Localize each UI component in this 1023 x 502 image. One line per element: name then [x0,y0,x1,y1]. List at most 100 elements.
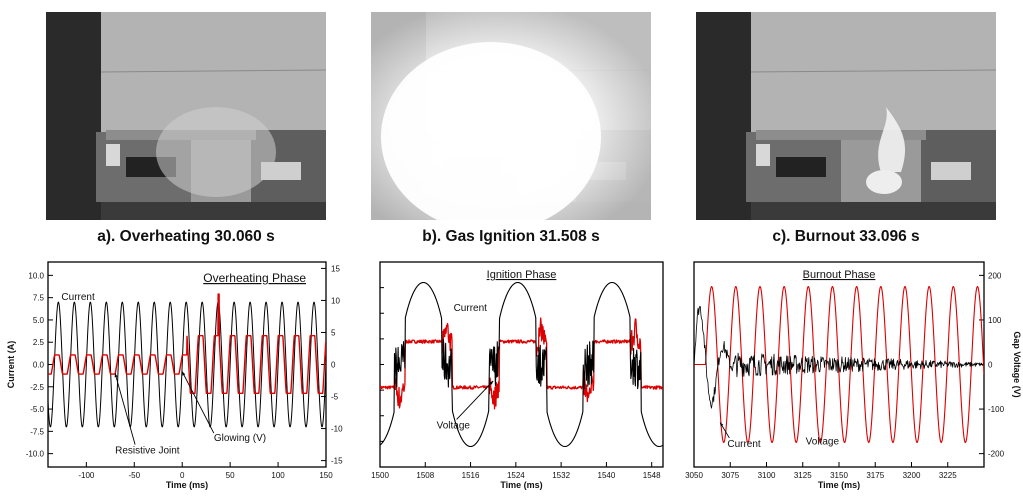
y2-tick-label: -100 [988,405,1005,414]
y-tick-label: -10.0 [26,450,45,459]
y-axis-label: Current (A) [6,341,16,389]
caption-overheating: a). Overheating 30.060 s [97,228,275,245]
x-axis-label: Time (ms) [500,480,542,490]
chart-burnout: 3050 3075 3100 3125 3150 3175 3200 3225 Time (ms… [672,252,1023,502]
annotation-arrowhead [720,422,724,427]
y2-tick-label: 0 [988,361,993,370]
x-tick-label: 1532 [552,471,570,480]
annotation-current: Current [727,439,761,450]
x-tick-label: 3225 [939,471,957,480]
annotation-arrow [181,371,215,434]
chart-overheating: -10.0 -7.5 -5.0 -2.5 0.0 2.5 5.0 7.5 10.0 -15 -10 -… [0,252,355,502]
chart-title: Overheating Phase [203,271,306,285]
photo-smoke [156,107,276,197]
y2-tick-label: 200 [988,271,1002,280]
x-tick-label: 3100 [758,471,776,480]
x-axis-label: Time (ms) [818,480,860,490]
photo-wall-joint [750,69,996,73]
y2-tick-label: -15 [331,457,343,466]
x-tick-label: 3125 [794,471,812,480]
photo-left-bolt [756,144,770,166]
photo-burnout [696,12,996,220]
y-tick-label: -7.5 [30,427,44,436]
series-current-line [48,301,326,428]
photo-flame-base [866,170,902,194]
y2-tick-label: 100 [988,316,1002,325]
x-tick-label: 1540 [598,471,616,480]
photo-overheating-image [46,12,326,220]
caption-burnout: c). Burnout 33.096 s [772,228,920,245]
annotation-arrowhead [114,373,118,378]
y-tick-label: 0.0 [33,361,45,370]
y2-axis-label: Gap Voltage (V) [1012,331,1022,397]
photo-conductor [756,130,926,140]
y2-tick-label: 15 [331,264,340,273]
series-current-line [380,281,663,448]
chart-title: Ignition Phase [487,269,557,281]
x-tick-label: 3075 [721,471,739,480]
photo-left-bolt [106,144,120,166]
annotation-arrowhead [182,371,186,376]
annotation-voltage: Voltage [437,420,471,431]
annotation-resistive-joint: Resistive Joint [115,446,180,457]
caption-gas-ignition: b). Gas Ignition 31.508 s [422,228,600,245]
x-tick-label: 1500 [371,471,389,480]
x-axis-label: Time (ms) [166,480,208,490]
series-glowing-voltage-line [48,293,326,395]
y2-tick-label: 10 [331,296,340,305]
series-current-line [694,306,984,409]
x-tick-label: 1508 [416,471,434,480]
y-tick-label: -5.0 [30,405,44,414]
y2-tick-label: -5 [331,393,339,402]
x-tick-label: 50 [226,471,235,480]
y2-tick-label: 5 [331,328,336,337]
photo-floor [751,202,996,220]
annotation-arrowhead [489,380,494,385]
photo-burnout-image [696,12,996,220]
x-tick-label: -50 [128,471,140,480]
annotation-current: Current [454,303,488,314]
photo-gas-ignition-image [371,12,651,220]
photo-dark-edge [46,12,101,220]
photo-dark-edge [696,12,751,220]
y2-tick-label: 0 [331,361,336,370]
plot-area [694,285,984,444]
x-tick-label: 0 [180,471,185,480]
y-tick-label: 5.0 [33,316,45,325]
photo-left-clamp [776,157,826,177]
series-voltage-line [380,317,663,410]
x-tick-label: 1524 [507,471,525,480]
y2-tick-label: -200 [988,450,1005,459]
photo-gas-ignition [371,12,651,220]
x-tick-label: 3175 [866,471,884,480]
photo-wall-joint [100,69,326,73]
x-tick-label: 3050 [685,471,703,480]
chart-title: Burnout Phase [803,269,876,281]
y2-tick-label: -10 [331,425,343,434]
plot-frame [379,261,664,468]
chart-ignition: 1500 1508 1516 1524 1532 1540 1548 Time (ms) Ign… [360,252,665,502]
x-tick-label: 3200 [903,471,921,480]
annotation-arrow [456,380,494,420]
x-tick-label: 3150 [830,471,848,480]
x-tick-label: 150 [319,471,333,480]
y-tick-label: 7.5 [33,294,45,303]
annotation-current: Current [61,292,95,303]
y-tick-label: 2.5 [33,338,45,347]
y-tick-label: 10.0 [28,271,44,280]
annotation-arrow [114,373,136,445]
plot-area [380,281,663,448]
chart-burnout-svg: 3050 3075 3100 3125 3150 3175 3200 3225 Time (ms… [685,261,1022,490]
photo-flash-core [381,42,601,220]
chart-ignition-svg: 1500 1508 1516 1524 1532 1540 1548 Time (ms) Ign… [371,261,664,490]
x-tick-label: 100 [271,471,285,480]
annotation-voltage: Voltage [806,437,840,448]
photo-overheating [46,12,326,220]
photo-flame [878,107,906,172]
photo-right-bolt [931,162,971,180]
annotation-glowing: Glowing (V) [214,433,266,444]
y-tick-label: -2.5 [30,383,44,392]
chart-overheating-svg: -10.0 -7.5 -5.0 -2.5 0.0 2.5 5.0 7.5 10.0 -15 -10 -… [6,261,343,490]
photo-floor [101,202,326,220]
x-tick-label: -100 [78,471,95,480]
